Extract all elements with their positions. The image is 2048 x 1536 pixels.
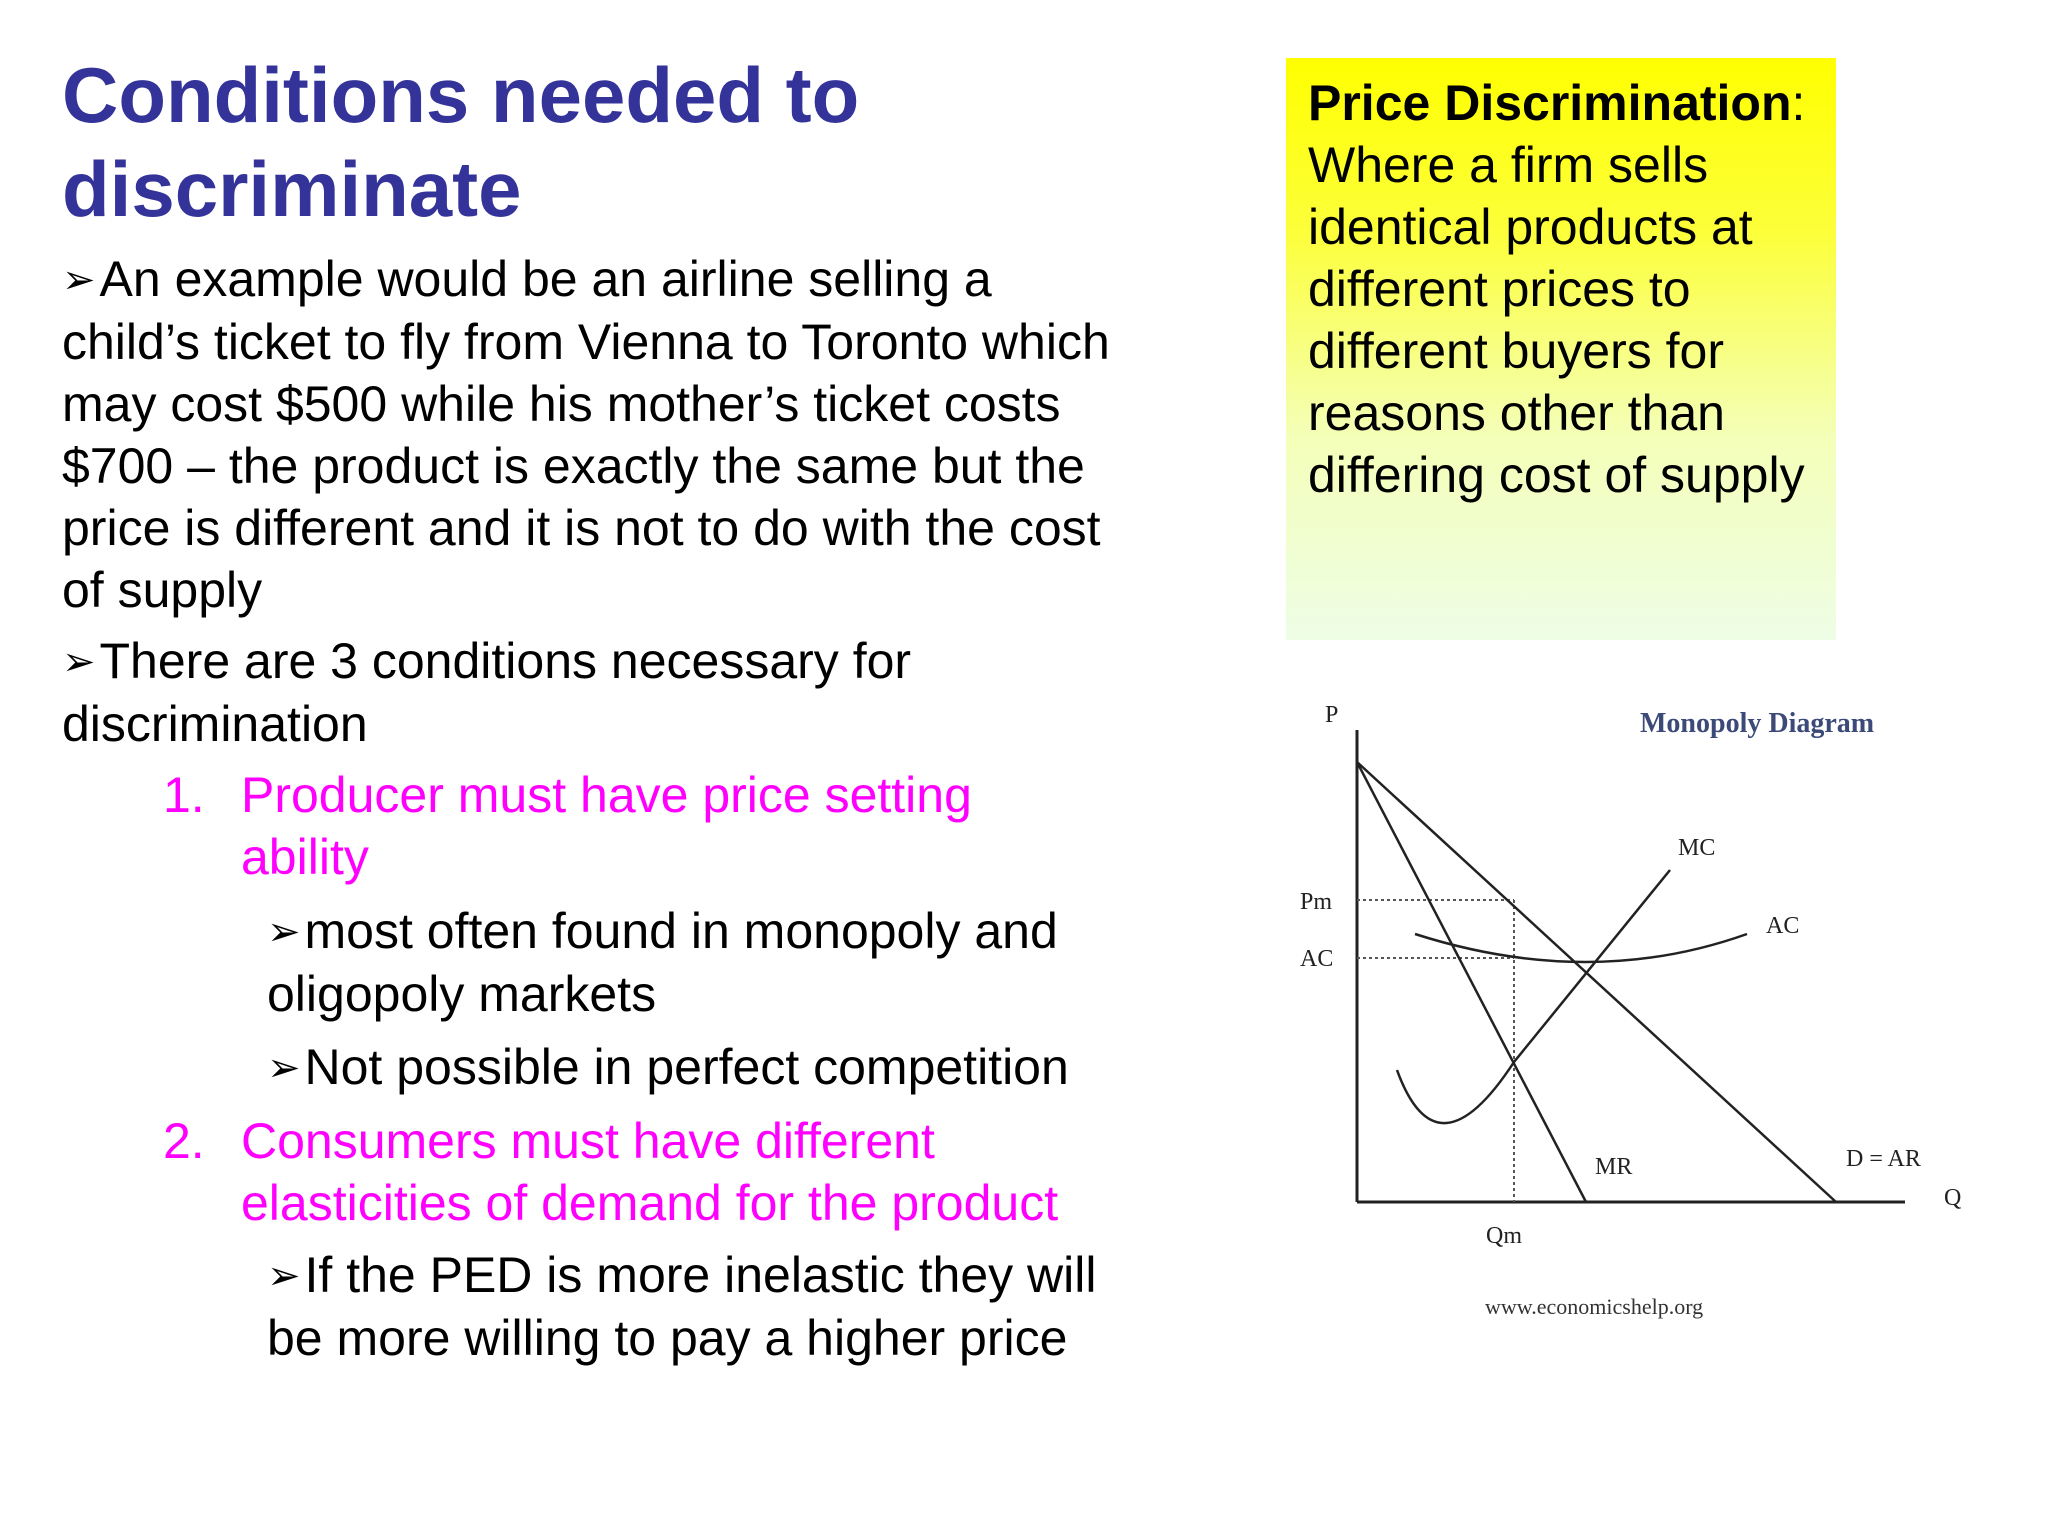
arrow-bullet-icon: ➢	[62, 258, 96, 302]
definition-box: Price Discrimination: Where a firm sells…	[1286, 58, 1836, 640]
slide-title: Conditions needed to discriminate	[62, 51, 860, 233]
arrow-bullet-icon: ➢	[267, 910, 301, 954]
condition-2: 2. Consumers must have different elastic…	[163, 1110, 1103, 1234]
definition-separator: :	[1791, 75, 1806, 131]
q-axis-label: Q	[1944, 1185, 1961, 1211]
qm-label: Qm	[1486, 1223, 1522, 1249]
arrow-bullet-icon: ➢	[267, 1254, 301, 1298]
definition-body: Where a firm sells identical products at…	[1308, 137, 1805, 503]
definition-text: Price Discrimination: Where a firm sells…	[1308, 72, 1828, 506]
p-axis-label: P	[1325, 702, 1338, 728]
demand-label: D = AR	[1846, 1146, 1921, 1172]
mc-curve	[1395, 869, 1671, 1125]
condition-number: 1.	[163, 767, 205, 823]
bullet-text: There are 3 conditions necessary for dis…	[62, 633, 912, 752]
sub-bullet-ped: ➢If the PED is more inelastic they will …	[267, 1244, 1127, 1369]
mc-label: MC	[1678, 835, 1715, 861]
sub-bullet-text: most often found in monopoly and oligopo…	[267, 903, 1058, 1022]
definition-term: Price Discrimination	[1308, 75, 1792, 131]
condition-1: 1. Producer must have price setting abil…	[163, 764, 1063, 888]
mr-label: MR	[1595, 1154, 1632, 1180]
bullet-airline-example: ➢An example would be an airline selling …	[62, 248, 1142, 621]
bullet-three-conditions: ➢There are 3 conditions necessary for di…	[62, 630, 1062, 755]
monopoly-diagram: P Monopoly Diagram Pm AC MC AC MR D = AR…	[1300, 702, 1961, 1319]
demand-curve	[1356, 761, 1837, 1203]
sub-bullet-text: If the PED is more inelastic they will b…	[267, 1247, 1097, 1366]
ac-curve-label: AC	[1766, 913, 1799, 939]
diagram-title: Monopoly Diagram	[1640, 708, 1874, 739]
sub-bullet-text: Not possible in perfect competition	[304, 1039, 1069, 1095]
diagram-source: www.economicshelp.org	[1485, 1294, 1703, 1319]
condition-number: 2.	[163, 1113, 205, 1169]
sub-bullet-perfect-competition: ➢Not possible in perfect competition	[267, 1036, 1127, 1099]
pm-label: Pm	[1300, 889, 1332, 915]
condition-text: Producer must have price setting ability	[241, 767, 972, 885]
mr-curve	[1355, 761, 1588, 1203]
arrow-bullet-icon: ➢	[267, 1046, 301, 1090]
ac-curve	[1414, 932, 1748, 964]
arrow-bullet-icon: ➢	[62, 640, 96, 684]
ac-axis-label: AC	[1300, 946, 1333, 972]
sub-bullet-monopoly-oligopoly: ➢most often found in monopoly and oligop…	[267, 900, 1127, 1025]
condition-text: Consumers must have different elasticiti…	[241, 1113, 1059, 1231]
bullet-text: An example would be an airline selling a…	[62, 251, 1110, 618]
